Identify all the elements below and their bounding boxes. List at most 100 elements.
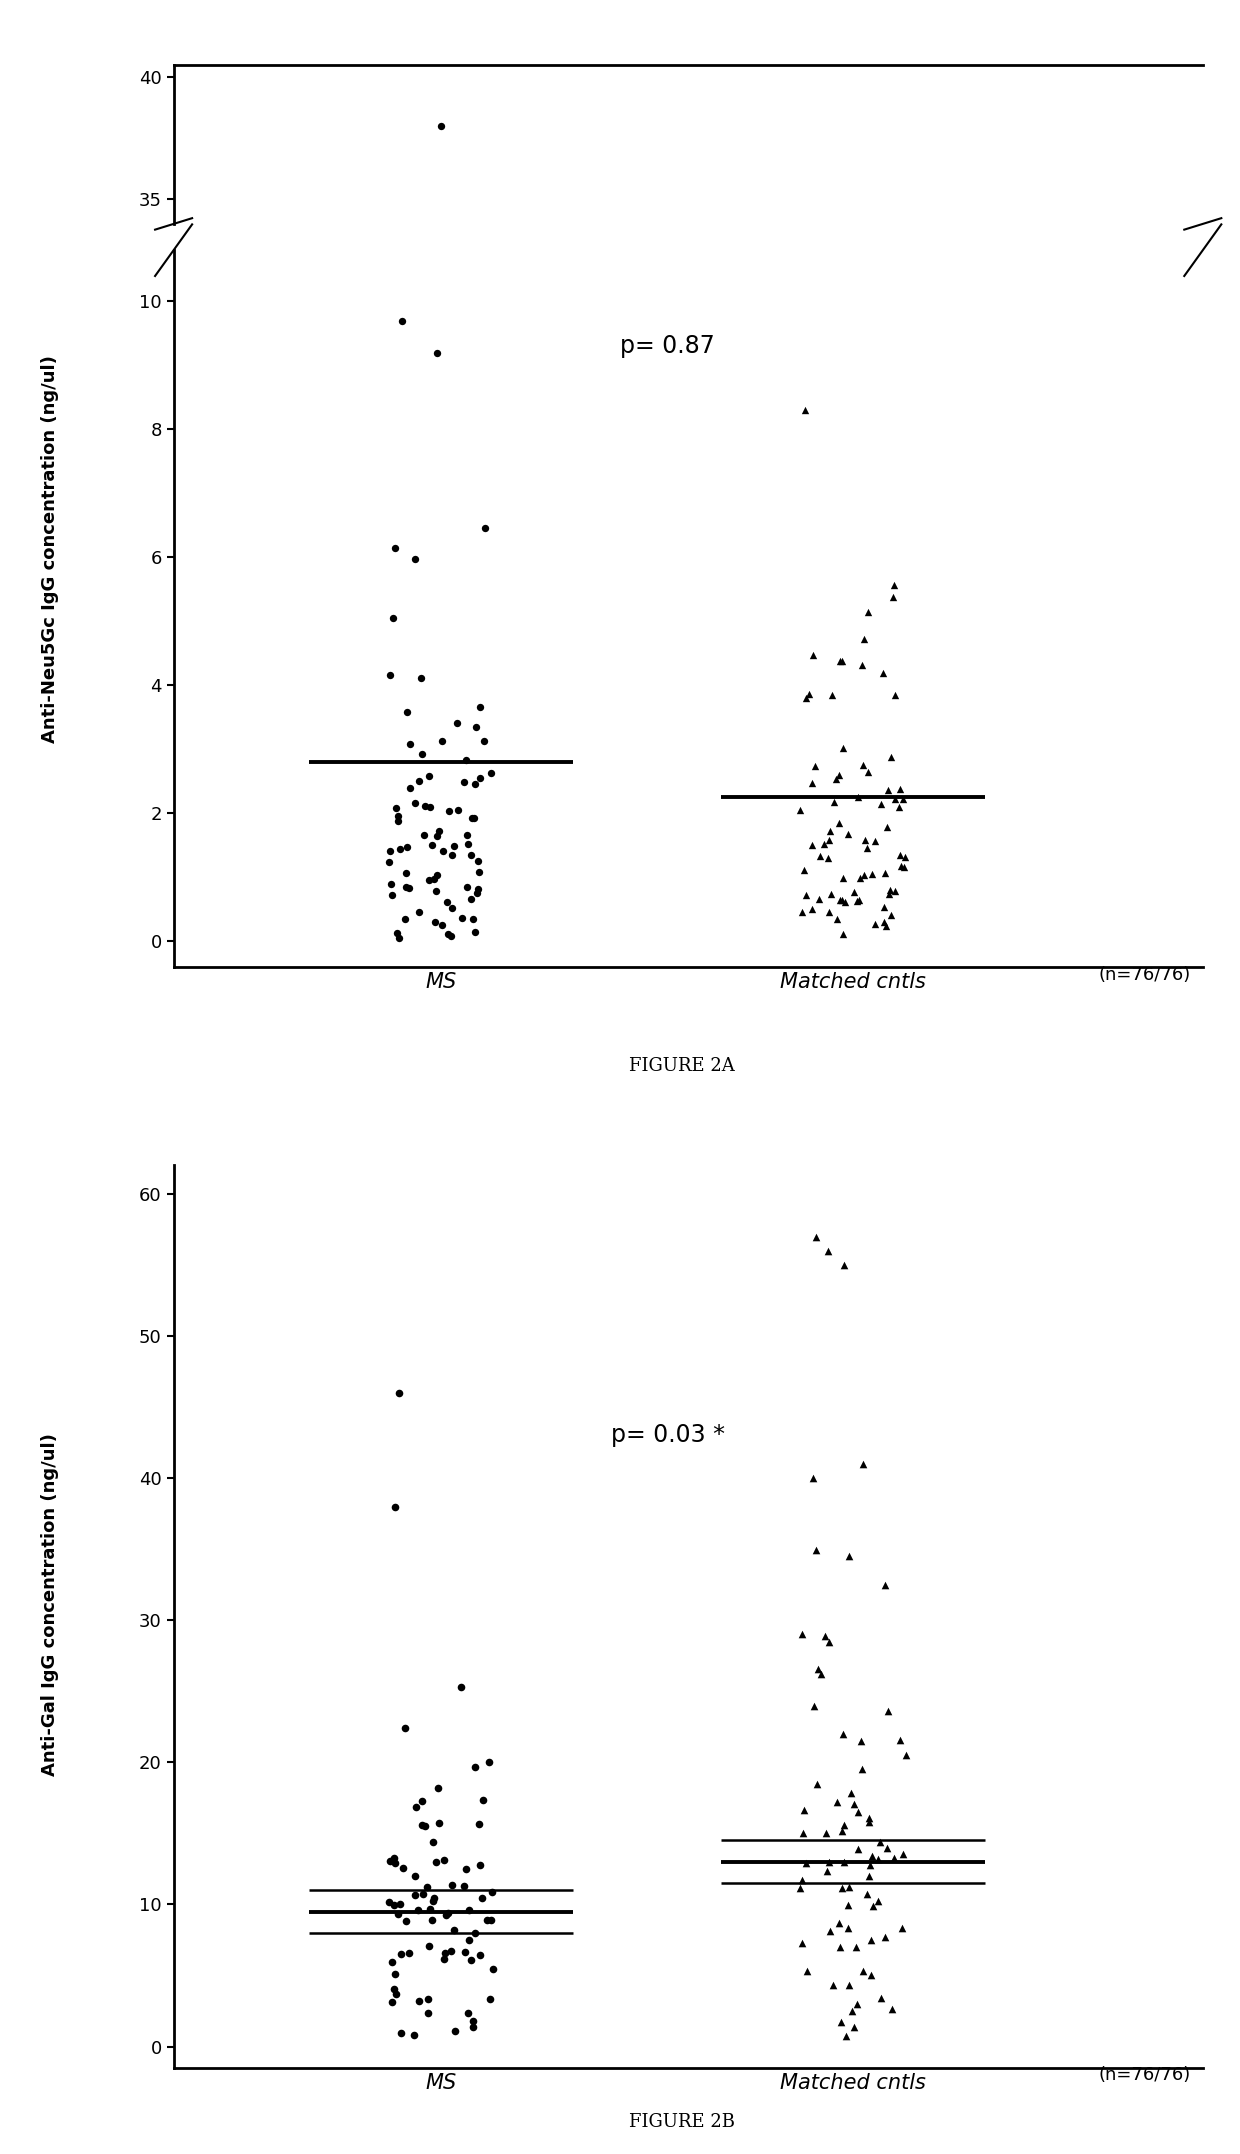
Point	[458, 1019, 477, 1053]
Point	[832, 1023, 852, 1058]
Point	[843, 2010, 863, 2044]
Point	[892, 849, 911, 883]
Point	[847, 883, 867, 918]
Point	[469, 1008, 489, 1043]
Point	[882, 969, 901, 1004]
Point	[885, 679, 905, 713]
Point	[464, 993, 484, 1027]
Point	[858, 754, 878, 788]
Point	[832, 883, 852, 918]
Point	[386, 530, 405, 564]
Point	[432, 909, 451, 943]
Point	[444, 1913, 464, 1947]
Point	[470, 689, 490, 724]
Point	[383, 1889, 403, 1924]
Point	[852, 648, 872, 683]
Point	[796, 948, 816, 982]
Point	[811, 1656, 831, 1691]
Point	[391, 831, 410, 866]
Point	[878, 773, 898, 808]
Point	[417, 1870, 436, 1904]
Point	[833, 862, 853, 896]
Point	[874, 1032, 894, 1066]
Text: (n=76/76): (n=76/76)	[1099, 965, 1190, 984]
Point	[854, 924, 874, 959]
Point	[810, 838, 830, 872]
Point	[848, 1831, 868, 1865]
Point	[382, 1021, 402, 1055]
Point	[459, 1997, 479, 2031]
Point	[882, 1030, 901, 1064]
Point	[795, 853, 815, 887]
Point	[884, 1840, 904, 1874]
Point	[791, 1618, 811, 1652]
Point	[467, 877, 487, 911]
Point	[482, 1874, 502, 1908]
Point	[895, 1008, 915, 1043]
Point	[384, 1956, 404, 1990]
Point	[853, 1954, 873, 1988]
Point	[851, 1017, 870, 1051]
Point	[396, 1904, 415, 1939]
Point	[388, 803, 408, 838]
Point	[388, 799, 408, 834]
Point	[470, 978, 490, 1012]
Point	[470, 1939, 490, 1973]
Point	[387, 915, 407, 950]
Point	[455, 1934, 475, 1969]
Point	[794, 1816, 813, 1850]
Point	[379, 1885, 399, 1919]
Point	[893, 1911, 913, 1945]
Point	[397, 855, 417, 890]
Point	[858, 913, 878, 948]
Point	[420, 989, 440, 1023]
Text: (n=76/76): (n=76/76)	[1099, 2066, 1190, 2085]
Point	[859, 1848, 879, 1883]
Point	[890, 838, 910, 872]
Point	[454, 1870, 474, 1904]
Point	[389, 1038, 409, 1073]
Point	[476, 510, 496, 545]
Point	[429, 814, 449, 849]
Point	[456, 743, 476, 778]
Point	[451, 1669, 471, 1704]
Point	[454, 978, 474, 1012]
Point	[386, 1846, 405, 1880]
Point	[862, 1958, 882, 1992]
Point	[391, 2016, 410, 2051]
Point	[790, 1870, 810, 1904]
Point	[474, 963, 494, 997]
Point	[883, 579, 903, 614]
Point	[466, 711, 486, 745]
Point	[835, 1844, 854, 1878]
Point	[461, 1006, 481, 1040]
Point	[804, 1460, 823, 1495]
Point	[869, 1824, 889, 1859]
Point	[893, 782, 913, 816]
Point	[480, 1745, 500, 1779]
Point	[433, 1006, 453, 1040]
Point	[884, 903, 904, 937]
Point	[866, 1002, 885, 1036]
Point	[841, 1775, 861, 1809]
Point	[832, 1814, 852, 1848]
Point	[833, 730, 853, 765]
Point	[821, 997, 841, 1032]
Point	[862, 1837, 882, 1872]
Point	[792, 896, 812, 931]
Point	[816, 1816, 836, 1850]
Point	[835, 1247, 854, 1282]
Point	[889, 989, 909, 1023]
Point	[890, 982, 910, 1017]
Point	[427, 1015, 446, 1049]
Point	[432, 108, 451, 142]
Point	[427, 857, 446, 892]
Point	[412, 1807, 432, 1842]
Point	[877, 1034, 897, 1068]
Point	[878, 1831, 898, 1865]
Point	[817, 1855, 837, 1889]
Point	[818, 1234, 838, 1269]
Point	[802, 1004, 822, 1038]
Point	[470, 950, 490, 984]
Point	[445, 2014, 465, 2048]
